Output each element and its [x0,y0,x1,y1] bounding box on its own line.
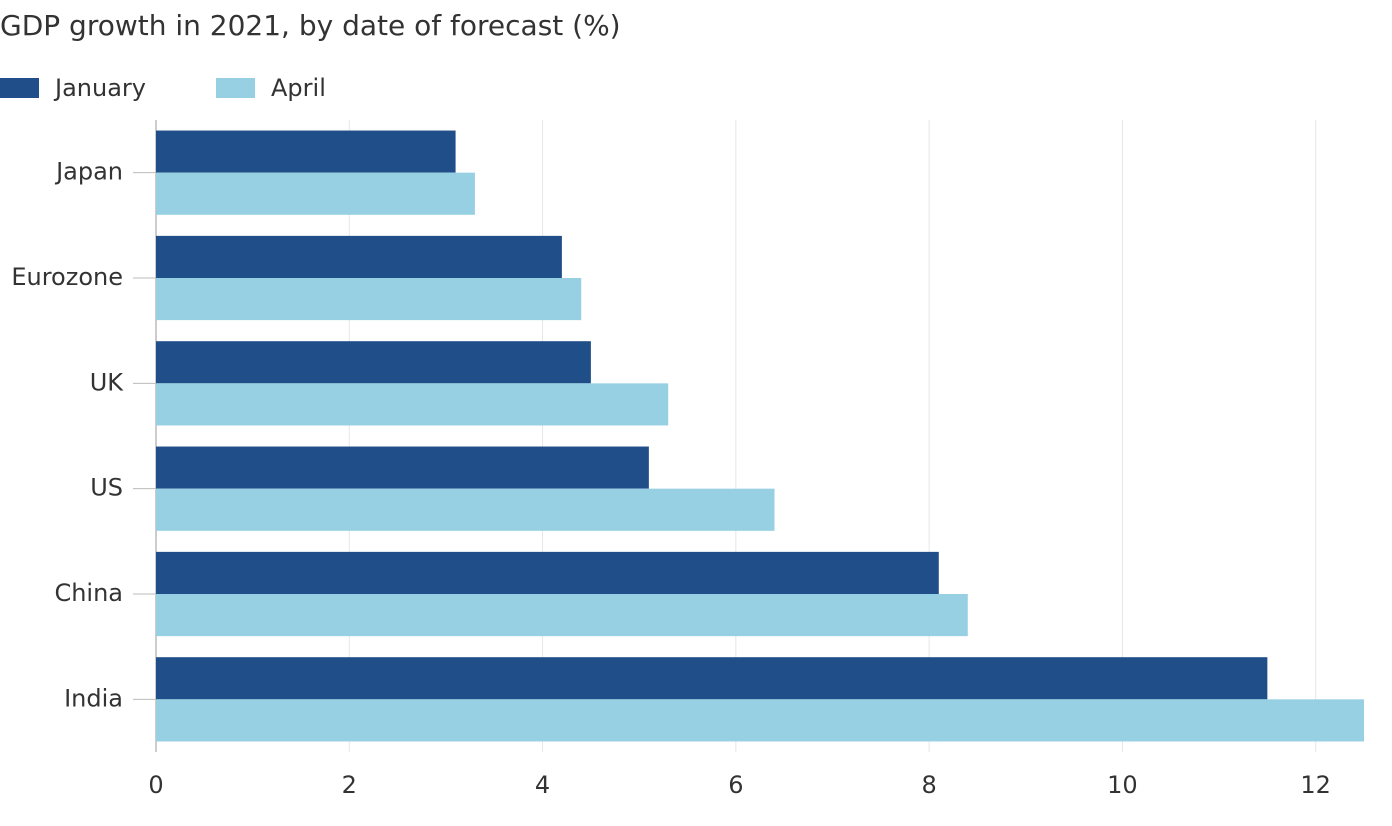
x-tick-label: 2 [342,771,357,799]
bar [156,341,591,384]
x-tick-label: 8 [921,771,936,799]
y-tick-label: US [90,474,123,502]
legend-label: January [53,74,146,102]
y-tick-label: Eurozone [11,263,123,291]
legend-label: April [271,74,326,102]
y-tick-label: India [64,684,123,712]
y-tick-label: Japan [54,158,123,186]
legend-swatch [216,78,255,98]
bar [156,446,649,489]
bar [156,488,775,531]
bar [156,235,562,278]
x-tick-label: 12 [1300,771,1331,799]
bar [156,130,456,173]
chart-title: GDP growth in 2021, by date of forecast … [0,9,621,42]
legend-swatch [0,78,39,98]
x-tick-label: 10 [1107,771,1138,799]
bar [156,657,1268,700]
bar [156,383,669,426]
y-tick-label: China [54,579,123,607]
x-tick-label: 4 [535,771,550,799]
y-tick-label: UK [90,368,125,396]
bar [156,594,968,637]
bar [156,551,939,594]
bar [156,699,1364,742]
bar [156,278,582,321]
x-tick-label: 6 [728,771,743,799]
bar [156,172,475,215]
x-tick-label: 0 [148,771,163,799]
